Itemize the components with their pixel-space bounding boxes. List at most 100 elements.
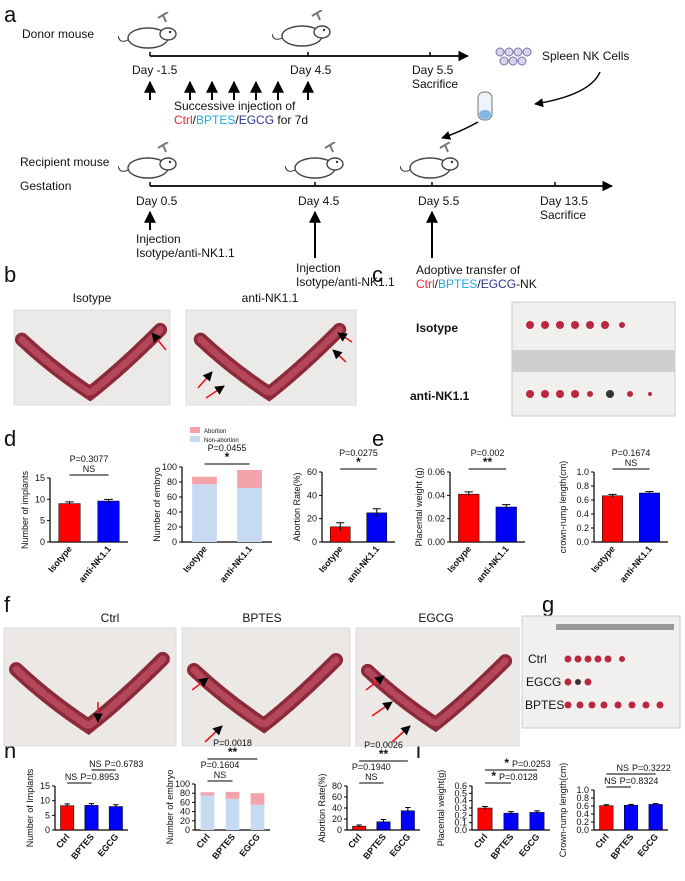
bar-segment xyxy=(250,804,265,830)
label: Gestation xyxy=(20,179,71,193)
bar xyxy=(648,804,663,831)
cells-icon xyxy=(495,47,532,66)
p-value: P=0.0253 xyxy=(512,759,551,769)
text: for 7d xyxy=(274,113,308,127)
panel-label: g xyxy=(542,592,554,617)
mouse-icon xyxy=(118,12,177,49)
y-axis-title: Number of Implants xyxy=(25,768,35,847)
p-value: P=0.0018 xyxy=(213,738,252,748)
p-value: P=0.1604 xyxy=(201,760,240,770)
x-tick-label: Ctrl xyxy=(593,832,611,850)
photo-label: BPTES xyxy=(525,698,564,712)
p-value: P=0.3222 xyxy=(632,763,671,773)
x-tick-label: EGCG xyxy=(237,832,262,859)
photo xyxy=(521,615,681,729)
day-label: Day 4.5 xyxy=(290,63,332,77)
photo-label: Isotype xyxy=(73,291,112,305)
p-value: P=0.0026 xyxy=(364,740,403,750)
y-tick-label: 60 xyxy=(167,492,177,502)
sacrifice-label: Sacrifice xyxy=(412,77,458,91)
legend-swatch xyxy=(190,427,200,433)
y-tick-label: 0.6 xyxy=(576,495,589,505)
significance: * xyxy=(491,769,496,783)
y-tick-label: 80 xyxy=(332,781,342,791)
error-bar xyxy=(464,491,473,497)
y-tick-label: 0 xyxy=(172,537,177,547)
y-tick-label: 40 xyxy=(307,490,317,500)
x-tick-label: anti-NK1.1 xyxy=(218,544,254,585)
x-tick-label: anti-NK1.1 xyxy=(345,544,381,585)
bar-segment xyxy=(225,798,240,830)
error-bar xyxy=(65,501,74,506)
bar xyxy=(60,805,75,831)
y-tick-label: 100 xyxy=(175,779,190,789)
legend-label: Abortion xyxy=(204,429,226,435)
significance: * xyxy=(356,455,361,469)
bar xyxy=(599,805,614,831)
bar xyxy=(623,804,639,831)
x-tick-label: EGCG xyxy=(96,832,121,859)
significance: ** xyxy=(379,747,389,761)
p-value: P=0.8324 xyxy=(620,776,659,786)
error-bar xyxy=(104,498,113,503)
significance: NS xyxy=(365,772,378,782)
significance: NS xyxy=(625,458,638,468)
y-axis-title: Abortion Rate(%) xyxy=(317,773,327,842)
p-value: P=0.3077 xyxy=(70,454,109,464)
x-tick-label: Isotype xyxy=(46,544,74,575)
error-bar xyxy=(652,803,659,806)
injection-arrows xyxy=(144,210,438,258)
x-tick-label: EGCG xyxy=(388,832,413,859)
y-axis-title: Abortion Rate(%) xyxy=(292,472,302,541)
y-axis-title: crown-rump length(cm) xyxy=(558,461,568,554)
error-bar xyxy=(88,803,95,808)
text: Successive injection of xyxy=(174,99,296,113)
photo xyxy=(511,301,676,417)
y-tick-label: 0.6 xyxy=(576,801,589,811)
error-bar xyxy=(628,803,634,806)
y-axis-title: Crown-rump length(cm) xyxy=(558,763,568,858)
y-tick-label: 0.02 xyxy=(427,514,445,524)
separator: / xyxy=(235,113,239,127)
y-tick-label: 40 xyxy=(332,803,342,813)
label: Spleen NK Cells xyxy=(542,49,629,63)
arrow xyxy=(534,71,601,108)
tube-icon xyxy=(477,91,493,121)
y-tick-label: 5 xyxy=(45,810,50,820)
y-tick-label: 40 xyxy=(180,807,190,817)
arrow xyxy=(441,121,479,140)
photo-label: BPTES xyxy=(242,611,281,625)
label: Donor mouse xyxy=(22,27,94,41)
y-tick-label: 1.0 xyxy=(576,785,589,795)
y-tick-label: 10 xyxy=(40,796,50,806)
y-tick-label: 0.0 xyxy=(576,537,589,547)
day-label: Day 5.5 xyxy=(418,194,460,208)
mouse-icon xyxy=(118,142,177,179)
significance: ** xyxy=(228,745,238,759)
photo-label: Isotype xyxy=(416,321,458,335)
x-tick-label: Ctrl xyxy=(54,832,72,850)
injection-arrows xyxy=(144,80,314,100)
bar-segment xyxy=(200,792,215,796)
y-tick-label: 0.2 xyxy=(576,817,589,827)
x-tick-label: EGCG xyxy=(517,832,542,859)
y-tick-label: 5 xyxy=(40,516,45,526)
y-tick-label: 0 xyxy=(337,825,342,835)
bar xyxy=(58,503,81,543)
y-tick-label: 0.1 xyxy=(454,818,467,828)
error-bar xyxy=(336,522,345,531)
p-value: P=0.8953 xyxy=(80,772,119,782)
x-tick-label: BPTES xyxy=(69,832,96,861)
photo-label: anti-NK1.1 xyxy=(410,389,470,403)
mouse-icon xyxy=(400,142,459,179)
bar-segment xyxy=(200,795,215,830)
panel-label: d xyxy=(4,426,16,451)
p-value: P=0.1674 xyxy=(612,448,651,458)
y-tick-label: 20 xyxy=(332,814,342,824)
significance: NS xyxy=(604,776,617,786)
y-axis-title: Placental weight(g) xyxy=(436,770,446,847)
y-tick-label: 80 xyxy=(167,477,177,487)
y-tick-label: 15 xyxy=(35,473,45,483)
y-tick-label: 20 xyxy=(307,514,317,524)
